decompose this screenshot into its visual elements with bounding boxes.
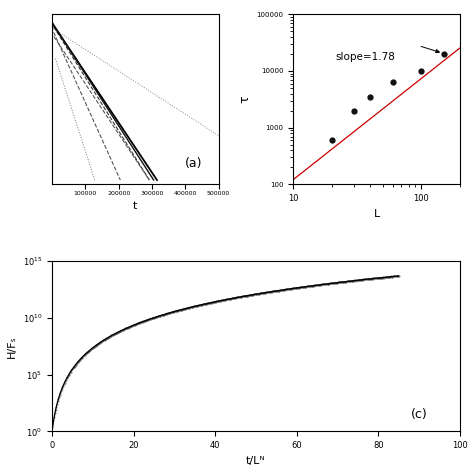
Text: (c): (c) — [411, 408, 428, 421]
X-axis label: t/Lᴺ: t/Lᴺ — [246, 456, 266, 465]
X-axis label: t: t — [133, 201, 137, 211]
Y-axis label: H/Fₛ: H/Fₛ — [7, 335, 17, 357]
Text: (a): (a) — [185, 157, 203, 171]
Text: slope=1.78: slope=1.78 — [335, 52, 395, 62]
X-axis label: L: L — [374, 209, 380, 219]
Y-axis label: τ: τ — [238, 96, 251, 103]
